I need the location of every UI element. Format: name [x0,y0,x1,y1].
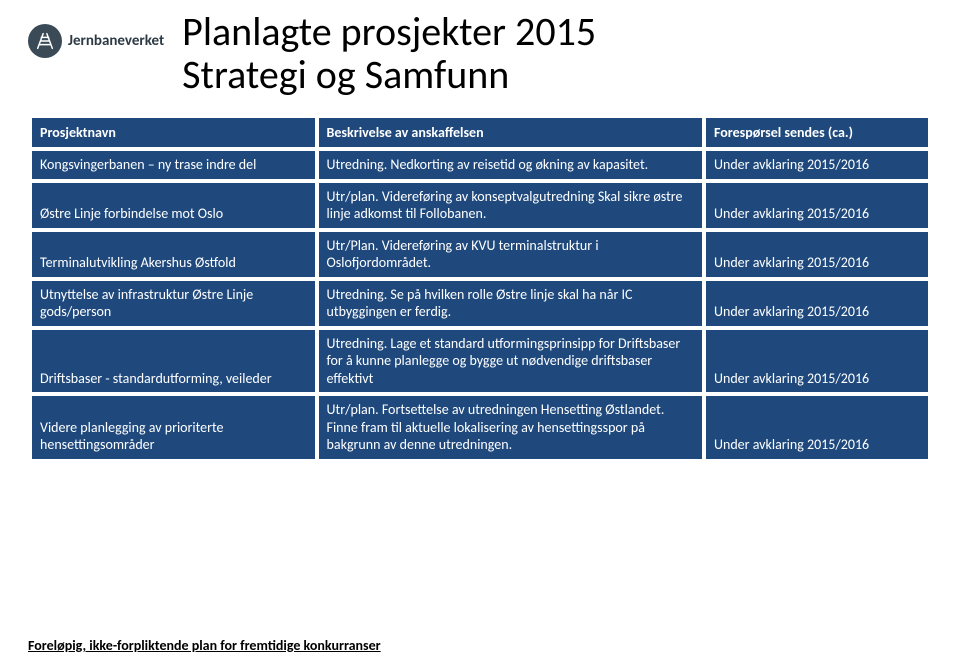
cell-fore: Under avklaring 2015/2016 [706,183,928,228]
cell-name: Terminalutvikling Akershus Østfold [32,232,315,277]
cell-desc: Utredning. Lage et standard utformingspr… [319,330,702,393]
cell-name: Østre Linje forbindelse mot Oslo [32,183,315,228]
table-row: Østre Linje forbindelse mot Oslo Utr/pla… [32,183,928,228]
cell-fore: Under avklaring 2015/2016 [706,281,928,326]
title-line-1: Planlagte prosjekter 2015 [182,10,932,53]
table-row: Videre planlegging av prioriterte henset… [32,396,928,459]
cell-desc: Utredning. Se på hvilken rolle Østre lin… [319,281,702,326]
logo-text: Jernbaneverket [68,32,164,50]
cell-name: Videre planlegging av prioriterte henset… [32,396,315,459]
table-row: Utnyttelse av infrastruktur Østre Linje … [32,281,928,326]
logo-mark-icon [28,24,62,58]
cell-desc: Utr/plan. Videreføring av konseptvalgutr… [319,183,702,228]
table-row: Driftsbaser - standardutforming, veilede… [32,330,928,393]
projects-table: Prosjektnavn Beskrivelse av anskaffelsen… [28,114,932,463]
title-block: Planlagte prosjekter 2015 Strategi og Sa… [182,10,932,96]
footer-note: Foreløpig, ikke-forpliktende plan for fr… [28,637,381,654]
table-header-row: Prosjektnavn Beskrivelse av anskaffelsen… [32,118,928,147]
table-row: Kongsvingerbanen – ny trase indre del Ut… [32,151,928,179]
cell-desc: Utredning. Nedkorting av reisetid og økn… [319,151,702,179]
cell-fore: Under avklaring 2015/2016 [706,232,928,277]
col-header-fore: Forespørsel sendes (ca.) [706,118,928,147]
title-line-2: Strategi og Samfunn [182,53,932,96]
cell-desc: Utr/Plan. Videreføring av KVU terminalst… [319,232,702,277]
col-header-desc: Beskrivelse av anskaffelsen [319,118,702,147]
cell-fore: Under avklaring 2015/2016 [706,330,928,393]
col-header-name: Prosjektnavn [32,118,315,147]
cell-desc: Utr/plan. Fortsettelse av utredningen He… [319,396,702,459]
cell-fore: Under avklaring 2015/2016 [706,396,928,459]
rail-track-icon [34,30,56,52]
header-row: Jernbaneverket Planlagte prosjekter 2015… [28,10,932,96]
logo: Jernbaneverket [28,24,164,58]
table-row: Terminalutvikling Akershus Østfold Utr/P… [32,232,928,277]
cell-name: Driftsbaser - standardutforming, veilede… [32,330,315,393]
cell-name: Utnyttelse av infrastruktur Østre Linje … [32,281,315,326]
cell-fore: Under avklaring 2015/2016 [706,151,928,179]
cell-name: Kongsvingerbanen – ny trase indre del [32,151,315,179]
